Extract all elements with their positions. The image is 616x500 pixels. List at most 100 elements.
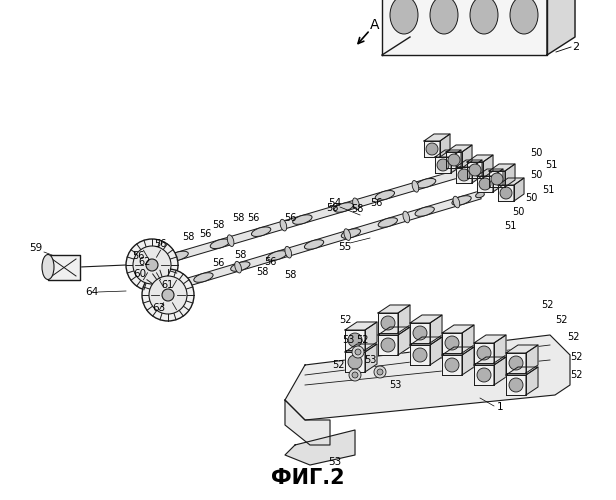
Polygon shape: [514, 178, 524, 201]
Ellipse shape: [510, 0, 538, 34]
Polygon shape: [526, 345, 538, 373]
Text: 56: 56: [370, 198, 382, 208]
Ellipse shape: [415, 206, 434, 216]
Circle shape: [149, 276, 187, 314]
Circle shape: [500, 187, 512, 199]
Text: 52: 52: [567, 332, 579, 342]
Text: 2: 2: [572, 42, 580, 52]
Text: 52: 52: [339, 315, 351, 325]
Polygon shape: [474, 357, 506, 365]
Polygon shape: [498, 178, 524, 185]
Ellipse shape: [375, 190, 394, 200]
Text: 50: 50: [525, 193, 537, 203]
Text: 50: 50: [530, 170, 542, 180]
Text: 56: 56: [132, 251, 144, 261]
Polygon shape: [442, 333, 462, 353]
Text: 64: 64: [86, 287, 99, 297]
Ellipse shape: [403, 211, 410, 223]
Text: 52: 52: [541, 300, 553, 310]
Polygon shape: [472, 160, 482, 183]
Polygon shape: [435, 150, 461, 157]
Text: 51: 51: [504, 221, 516, 231]
Text: 52: 52: [332, 360, 344, 370]
Ellipse shape: [304, 240, 324, 250]
Ellipse shape: [476, 192, 484, 198]
Text: 56: 56: [247, 213, 259, 223]
Ellipse shape: [416, 178, 436, 188]
Ellipse shape: [412, 180, 419, 192]
Polygon shape: [483, 155, 493, 178]
Text: 56: 56: [212, 258, 224, 268]
Polygon shape: [184, 191, 481, 287]
Ellipse shape: [334, 202, 354, 212]
Ellipse shape: [235, 262, 241, 273]
Polygon shape: [474, 335, 506, 343]
Polygon shape: [424, 141, 440, 157]
Text: 52: 52: [356, 335, 368, 345]
Ellipse shape: [430, 0, 458, 34]
Circle shape: [352, 372, 358, 378]
Circle shape: [509, 356, 523, 370]
Ellipse shape: [267, 250, 287, 260]
Circle shape: [146, 259, 158, 271]
Polygon shape: [467, 155, 493, 162]
Ellipse shape: [285, 246, 291, 258]
Polygon shape: [285, 430, 355, 465]
Polygon shape: [477, 176, 493, 192]
Polygon shape: [506, 367, 538, 375]
Text: 63: 63: [152, 303, 166, 313]
Polygon shape: [345, 322, 377, 330]
Polygon shape: [440, 134, 450, 157]
Text: 56: 56: [199, 229, 211, 239]
Circle shape: [413, 348, 427, 362]
Polygon shape: [157, 161, 489, 266]
Circle shape: [445, 358, 459, 372]
Circle shape: [477, 368, 491, 382]
Polygon shape: [505, 164, 515, 187]
Ellipse shape: [390, 0, 418, 34]
Ellipse shape: [353, 198, 359, 209]
Circle shape: [349, 369, 361, 381]
Polygon shape: [456, 160, 482, 167]
Ellipse shape: [169, 251, 188, 260]
Ellipse shape: [458, 167, 465, 178]
Polygon shape: [285, 400, 330, 445]
Polygon shape: [494, 357, 506, 385]
Polygon shape: [456, 167, 472, 183]
Ellipse shape: [344, 229, 351, 240]
Polygon shape: [365, 322, 377, 350]
Polygon shape: [378, 305, 410, 313]
Polygon shape: [506, 345, 538, 353]
Text: 58: 58: [182, 232, 194, 242]
Polygon shape: [378, 313, 398, 333]
Polygon shape: [547, 0, 575, 55]
Ellipse shape: [341, 228, 360, 238]
Circle shape: [437, 159, 449, 171]
Polygon shape: [410, 323, 430, 343]
Circle shape: [509, 378, 523, 392]
Circle shape: [479, 178, 491, 190]
Polygon shape: [430, 337, 442, 365]
Ellipse shape: [251, 227, 271, 236]
Polygon shape: [410, 337, 442, 345]
Polygon shape: [345, 352, 365, 372]
Text: 58: 58: [234, 250, 246, 260]
Polygon shape: [489, 164, 515, 171]
Ellipse shape: [484, 162, 492, 168]
Text: A: A: [370, 18, 379, 32]
Ellipse shape: [230, 262, 250, 272]
Text: 58: 58: [351, 204, 363, 214]
Ellipse shape: [453, 196, 460, 208]
Circle shape: [126, 239, 178, 291]
Polygon shape: [467, 162, 483, 178]
Polygon shape: [345, 344, 377, 352]
Polygon shape: [494, 335, 506, 363]
Circle shape: [352, 346, 364, 358]
Ellipse shape: [280, 220, 286, 231]
Circle shape: [413, 326, 427, 340]
Circle shape: [374, 366, 386, 378]
Circle shape: [491, 173, 503, 185]
Polygon shape: [526, 367, 538, 395]
Text: 61: 61: [162, 280, 174, 290]
Polygon shape: [410, 315, 442, 323]
